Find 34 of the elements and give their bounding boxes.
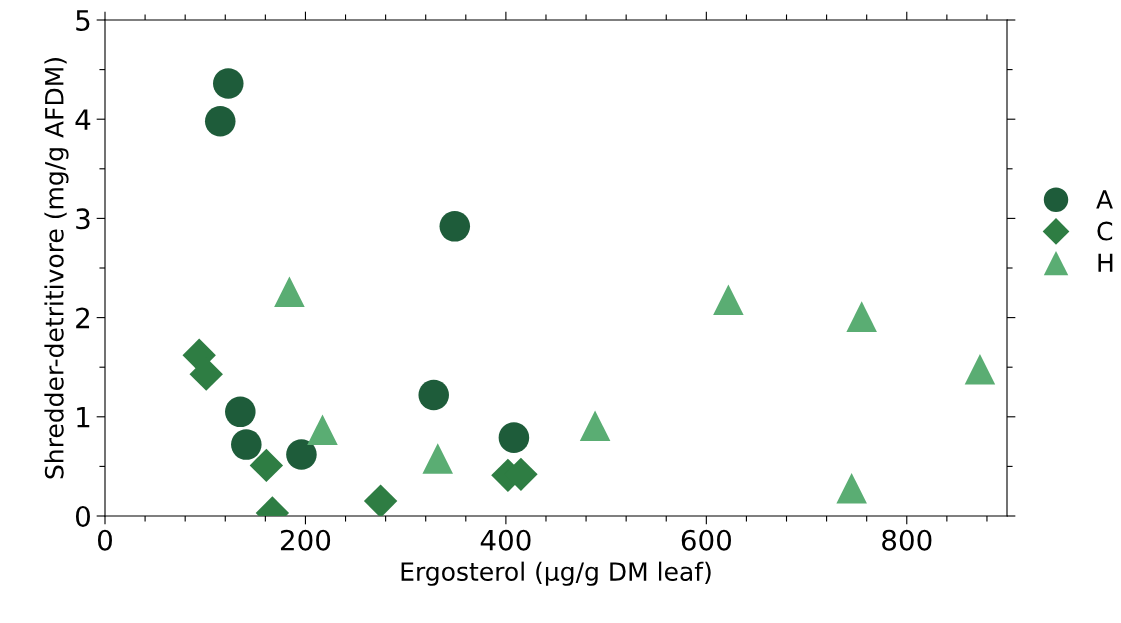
- x-tick-label: 600: [681, 529, 731, 551]
- y-tick-label: 2: [76, 307, 90, 329]
- x-tick-label: 800: [882, 529, 932, 551]
- point: [836, 472, 867, 504]
- point: [307, 414, 338, 445]
- point: [579, 410, 611, 442]
- point: [286, 439, 317, 470]
- point: [964, 353, 996, 385]
- legend-label: C: [1097, 221, 1113, 241]
- y-tick-label: 0: [75, 505, 90, 527]
- point: [363, 484, 398, 516]
- point: [204, 105, 236, 137]
- y-axis-title: Shredder-detritivore (mg/g AFDM): [44, 58, 69, 479]
- point: [225, 396, 256, 428]
- legend-label: A: [1096, 190, 1113, 209]
- x-tick-label: 400: [480, 529, 531, 551]
- point: [422, 443, 454, 474]
- point: [213, 68, 244, 99]
- y-tick-label: 4: [75, 109, 91, 130]
- point: [274, 276, 305, 308]
- x-axis-title: Ergosterol (µg/g DM leaf): [401, 561, 711, 586]
- point: [846, 301, 877, 332]
- x-tick-label: 0: [97, 529, 112, 551]
- point: [418, 379, 450, 411]
- point: [498, 422, 530, 453]
- y-tick-label: 1: [77, 407, 90, 428]
- y-tick-label: 3: [76, 208, 90, 230]
- point: [249, 448, 284, 483]
- x-tick-label: 200: [280, 529, 331, 551]
- legend-label: H: [1098, 253, 1113, 272]
- point: [231, 429, 262, 460]
- y-tick-label: 5: [76, 10, 90, 31]
- point: [713, 284, 744, 316]
- point: [439, 211, 471, 242]
